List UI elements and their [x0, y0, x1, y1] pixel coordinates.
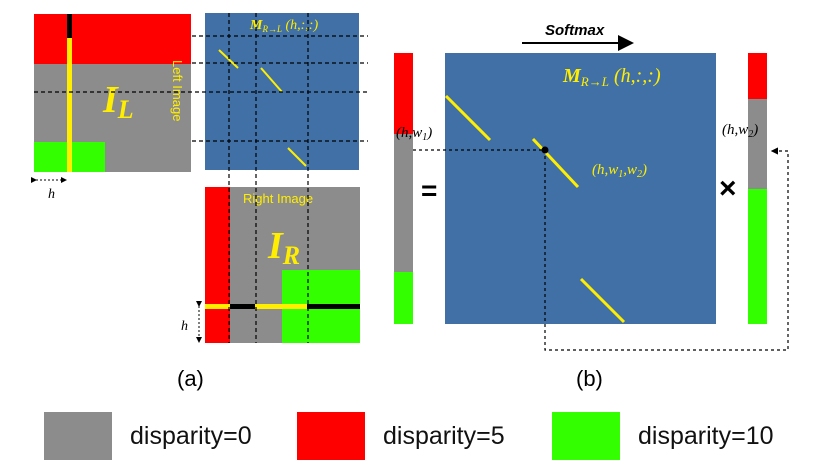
mini-diagonal-1 [218, 49, 239, 69]
legend-swatch-red [297, 412, 365, 460]
left-image-gray-bottom [105, 142, 191, 172]
ir-label: IR [267, 225, 300, 270]
h-label-bottom: h [181, 319, 188, 334]
attention-matrix: MR→L (h,:,:) (h,w1,w2) [444, 53, 716, 324]
il-label: IL [102, 79, 134, 124]
legend-item-disparity-0: disparity=0 [44, 412, 252, 460]
matrix-label: MR→L (h,:,:) [562, 65, 661, 89]
left-vector-label: (h,w1) [396, 125, 432, 143]
legend-label-disparity-0: disparity=0 [130, 421, 252, 450]
left-vector-green [394, 272, 413, 324]
right-image-label: Right Image [243, 191, 313, 206]
matrix-diagonal-1 [444, 94, 492, 142]
legend-swatch-gray [44, 412, 112, 460]
panel-a-caption: (a) [177, 366, 204, 391]
mini-diagonal-2 [260, 67, 283, 93]
matrix-diagonal-3 [579, 277, 626, 324]
right-vector: (h,w2) [722, 53, 767, 324]
right-vector-gray [748, 99, 767, 189]
legend-label-disparity-10: disparity=10 [638, 421, 774, 450]
matrix-diagonal-2 [531, 137, 580, 189]
point-label: (h,w1,w2) [592, 162, 647, 180]
right-vector-green [748, 189, 767, 324]
left-vector-red [394, 53, 413, 134]
mini-matrix-label: MR→L (h,:,:) [249, 18, 318, 34]
left-image-red-region [34, 14, 191, 64]
equals-sign: = [421, 175, 437, 206]
h-label-top: h [48, 187, 55, 202]
right-image-row-highlight-1 [205, 304, 230, 309]
right-vector-label: (h,w2) [722, 122, 758, 140]
left-image-label: Left Image [170, 60, 185, 121]
right-image: Right Image IR [205, 187, 360, 343]
times-sign: × [719, 172, 737, 205]
softmax-arrow: Softmax [522, 22, 634, 51]
right-vector-red [748, 53, 767, 99]
h-dimension-bottom: h [181, 301, 202, 343]
h-dimension-top: h [31, 177, 67, 202]
left-image-gray-region [34, 64, 191, 142]
right-image-row-highlight-2 [255, 304, 307, 309]
left-image-column-highlight [67, 38, 72, 172]
right-vector-connector [544, 147, 789, 351]
left-image-column-top [67, 14, 72, 38]
softmax-label: Softmax [545, 22, 605, 39]
panel-b-connectors [413, 147, 789, 351]
legend-item-disparity-5: disparity=5 [297, 412, 505, 460]
left-image: IL Left Image [34, 14, 191, 172]
left-vector: (h,w1) [394, 53, 432, 324]
right-image-red-column [205, 187, 230, 343]
legend-item-disparity-10: disparity=10 [552, 412, 774, 460]
legend-swatch-green [552, 412, 620, 460]
left-vector-gray [394, 134, 413, 272]
mini-diagonal-3 [287, 147, 307, 167]
panel-b-caption: (b) [576, 366, 603, 391]
legend-label-disparity-5: disparity=5 [383, 421, 505, 450]
panel-a-guide-lines [34, 13, 368, 343]
matrix-background [445, 53, 716, 324]
